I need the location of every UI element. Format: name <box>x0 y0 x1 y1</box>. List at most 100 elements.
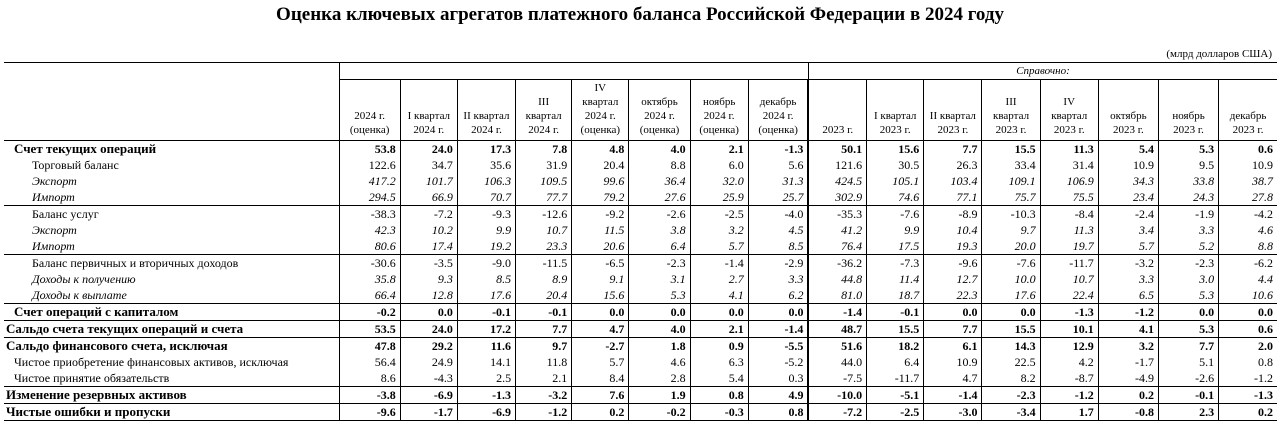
table-cell: 53.5 <box>338 320 401 338</box>
column-header: декабрь 2023 г. <box>1218 79 1277 141</box>
table-cell: 0.0 <box>1157 303 1219 321</box>
column-header: IV квартал 2024 г. (оценка) <box>571 79 629 141</box>
table-cell: -2.7 <box>571 337 629 354</box>
table-cell: -1.3 <box>456 386 516 404</box>
table-cell: 7.8 <box>515 140 572 157</box>
table-cell: 417.2 <box>338 173 401 189</box>
table-row: Счет текущих операций 53.8 24.0 17.3 7.8 4.8 4… <box>4 140 1277 157</box>
table-cell: -9.6 <box>338 403 401 421</box>
header-reference: Справочно: <box>807 62 1277 80</box>
table-cell: 0.3 <box>747 370 809 387</box>
table-cell: 9.9 <box>456 222 516 238</box>
table-cell: 10.7 <box>1039 271 1099 287</box>
table-cell: 0.9 <box>689 337 749 354</box>
table-cell: 5.3 <box>1157 320 1219 338</box>
table-cell: 4.7 <box>923 370 982 387</box>
table-cell: -3.5 <box>399 254 458 271</box>
table-cell: 5.6 <box>747 157 809 173</box>
table-cell: 9.3 <box>399 271 458 287</box>
table-cell: 9.7 <box>981 222 1041 238</box>
table-cell: 3.4 <box>1097 222 1159 238</box>
table-cell: 2.0 <box>1218 337 1277 354</box>
header-blank-2024 <box>338 62 809 80</box>
table-cell: -11.5 <box>515 254 572 271</box>
table-cell: 0.0 <box>747 303 809 321</box>
table-cell: -7.6 <box>866 205 924 222</box>
table-cell: -5.1 <box>866 386 924 404</box>
table-cell: -2.6 <box>628 205 691 222</box>
table-cell: 31.3 <box>747 173 809 189</box>
table-cell: 15.6 <box>866 140 924 157</box>
table-row: Счет операций с капиталом -0.2 0.0 -0.1 -0.1… <box>4 303 1277 321</box>
table-cell: 17.4 <box>399 238 458 255</box>
table-cell: 6.4 <box>628 238 691 255</box>
table-cell: -0.1 <box>866 303 924 321</box>
table-cell: 5.7 <box>689 238 749 255</box>
column-header: I квартал 2024 г. <box>399 79 458 141</box>
unit-note: (млрд долларов США) <box>1166 48 1272 60</box>
table-row: Торговый баланс 122.6 34.7 35.6 31.9 20.4 8.8 6… <box>4 157 1277 173</box>
table-cell: 76.4 <box>807 238 867 255</box>
table-cell: 79.2 <box>571 189 629 206</box>
table-cell: 5.3 <box>1157 140 1219 157</box>
table-cell: 4.4 <box>1218 271 1277 287</box>
table-cell: 12.8 <box>399 287 458 304</box>
table-cell: 19.3 <box>923 238 982 255</box>
table-cell: 2.1 <box>689 320 749 338</box>
table-cell: 0.2 <box>1218 403 1277 421</box>
table-cell: 5.3 <box>628 287 691 304</box>
table-cell: -2.4 <box>1097 205 1159 222</box>
table-cell: 3.0 <box>1157 271 1219 287</box>
table-cell: 10.6 <box>1218 287 1277 304</box>
table-cell: 10.7 <box>515 222 572 238</box>
table-cell: 10.9 <box>923 354 982 370</box>
table-row: Доходы к выплате 66.4 12.8 17.6 20.4 15.6 5.3 4… <box>4 287 1277 304</box>
row-label: Чистое принятие обязательств <box>4 370 340 387</box>
table-cell: -4.0 <box>747 205 809 222</box>
table-cell: 15.5 <box>981 320 1041 338</box>
table-cell: 34.3 <box>1097 173 1159 189</box>
table-cell: -11.7 <box>866 370 924 387</box>
table-cell: -11.7 <box>1039 254 1099 271</box>
table-cell: 7.7 <box>923 320 982 338</box>
table-cell: 0.2 <box>571 403 629 421</box>
column-header: 2024 г. (оценка) <box>338 79 401 141</box>
row-label: Баланс первичных и вторичных доходов <box>32 256 239 270</box>
table-cell: 8.4 <box>571 370 629 387</box>
row-label: Сальдо счета текущих операций и счета <box>4 320 340 338</box>
table-cell: 4.9 <box>747 386 809 404</box>
table-cell: -2.6 <box>1157 370 1219 387</box>
table-cell: 8.9 <box>515 271 572 287</box>
table-cell: 75.7 <box>981 189 1041 206</box>
table-cell: 105.1 <box>866 173 924 189</box>
table-cell: -1.4 <box>923 386 982 404</box>
table-cell: 0.0 <box>628 303 691 321</box>
table-cell: 34.7 <box>399 157 458 173</box>
table-cell: -6.9 <box>456 403 516 421</box>
table-cell: -8.4 <box>1039 205 1099 222</box>
table-cell: 1.7 <box>1039 403 1099 421</box>
table-cell: 10.9 <box>1218 157 1277 173</box>
table-cell: 7.7 <box>515 320 572 338</box>
table-cell: 11.8 <box>515 354 572 370</box>
table-cell: 11.3 <box>1039 222 1099 238</box>
table-cell: -3.0 <box>923 403 982 421</box>
table-cell: -8.9 <box>923 205 982 222</box>
table-cell: 22.3 <box>923 287 982 304</box>
row-label: Экспорт <box>32 174 77 188</box>
table-cell: 27.6 <box>628 189 691 206</box>
table-cell: 3.2 <box>1097 337 1159 354</box>
row-label: Импорт <box>4 238 340 255</box>
table-cell: 0.8 <box>747 403 809 421</box>
table-cell: -3.4 <box>981 403 1041 421</box>
table-cell: -1.4 <box>689 254 749 271</box>
table-cell: 5.4 <box>1097 140 1159 157</box>
table-cell: -0.8 <box>1097 403 1159 421</box>
table-cell: -10.0 <box>807 386 867 404</box>
table-cell: 3.8 <box>628 222 691 238</box>
table-cell: -4.2 <box>1218 205 1277 222</box>
table-cell: 4.1 <box>689 287 749 304</box>
table-cell: 106.3 <box>456 173 516 189</box>
row-label: Импорт <box>4 189 340 206</box>
table-cell: 14.3 <box>981 337 1041 354</box>
